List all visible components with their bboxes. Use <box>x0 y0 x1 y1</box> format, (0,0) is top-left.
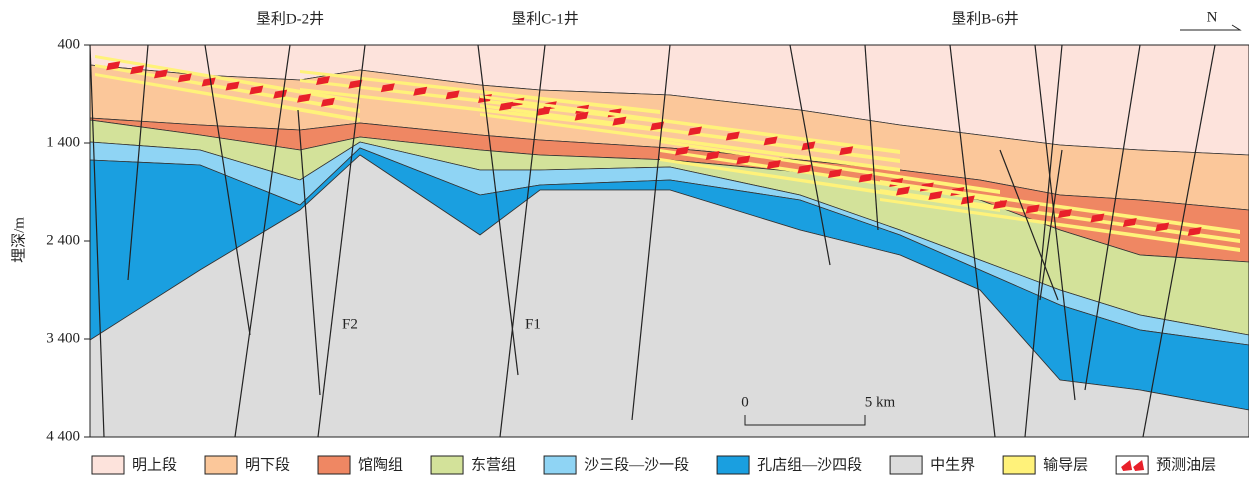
legend-swatch <box>205 456 237 474</box>
legend-swatch <box>1003 456 1035 474</box>
fault-label: F2 <box>342 316 358 332</box>
legend-swatch <box>1116 456 1148 474</box>
legend-label: 孔店组—沙四段 <box>757 456 862 473</box>
legend-label: 输导层 <box>1043 456 1088 473</box>
tick-label: 2 400 <box>46 232 80 248</box>
axis-label: 埋深/m <box>10 217 27 263</box>
well-label: 垦利C-1井 <box>511 10 579 27</box>
legend-label: 馆陶组 <box>358 456 403 473</box>
depth-axis: 400 1 400 2 400 3 400 4 400 <box>46 36 90 444</box>
tick-label: 3 400 <box>46 330 80 346</box>
legend-label: 中生界 <box>930 456 975 473</box>
legend-swatch <box>890 456 922 474</box>
north-label: N <box>1207 9 1218 25</box>
legend-swatch <box>92 456 124 474</box>
legend-label: 东营组 <box>471 456 516 473</box>
legend-swatch <box>544 456 576 474</box>
legend-label: 沙三段—沙一段 <box>584 456 689 473</box>
cross-section: 垦利D-2井 垦利C-1井 垦利B-6井 N F2 F1 埋深/m 0 5 km… <box>0 0 1249 496</box>
well-label: 垦利B-6井 <box>951 10 1019 27</box>
scale-label: 0 <box>741 394 749 410</box>
legend: 明上段 明下段 馆陶组 东营组 沙三段—沙一段 孔店组—沙四段 中生界 输导层 预测油层 <box>92 456 1216 474</box>
well-label: 垦利D-2井 <box>256 10 324 27</box>
legend-swatch <box>717 456 749 474</box>
legend-label: 预测油层 <box>1156 456 1216 473</box>
legend-label: 明上段 <box>132 456 177 473</box>
legend-label: 明下段 <box>245 456 290 473</box>
north-arrow <box>1180 25 1240 30</box>
fault-label: F1 <box>525 316 541 332</box>
tick-label: 4 400 <box>46 428 80 444</box>
legend-swatch <box>318 456 350 474</box>
tick-label: 400 <box>58 36 81 52</box>
legend-swatch <box>431 456 463 474</box>
tick-label: 1 400 <box>46 134 80 150</box>
scale-label: 5 km <box>865 394 896 410</box>
